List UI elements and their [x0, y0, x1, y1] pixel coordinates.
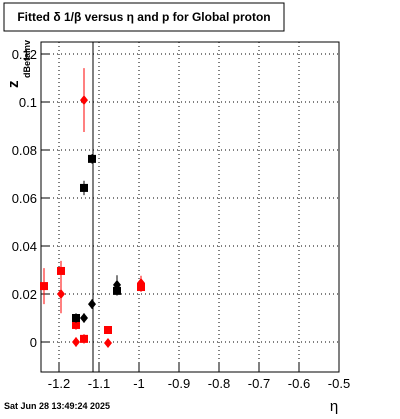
marker-square: [72, 314, 80, 322]
x-tick-label: -0.9: [168, 376, 190, 391]
marker-square: [57, 266, 65, 275]
marker-square: [80, 183, 88, 192]
marker-square: [88, 154, 96, 163]
marker-square: [104, 326, 112, 334]
chart-title: Fitted δ 1/β versus η and p for Global p…: [17, 10, 270, 24]
x-axis-label: η: [330, 398, 338, 414]
y-label-sub: dBetaInv: [22, 40, 32, 78]
y-tick-label: 0.08: [12, 143, 37, 158]
x-tick-label: -1.2: [48, 376, 70, 391]
y-tick-label: 0: [30, 335, 37, 350]
y-tick-label: 0.02: [12, 287, 37, 302]
x-tick-label: -0.5: [328, 376, 350, 391]
y-tick-label: 0.04: [12, 239, 37, 254]
footer: Sat Jun 28 13:49:24 2025: [4, 401, 110, 411]
x-tick-label: -1.1: [88, 376, 110, 391]
marker-diamond: [104, 337, 112, 348]
y-tick-label: 0.12: [12, 47, 37, 62]
x-tick-label: -0.7: [248, 376, 270, 391]
marker-square: [40, 282, 48, 291]
title-box: [3, 2, 285, 32]
marker-diamond: [80, 95, 88, 106]
marker-square: [72, 320, 80, 329]
marker-diamond: [113, 279, 121, 290]
marker-diamond: [57, 289, 65, 299]
x-tick-label: -0.6: [288, 376, 310, 391]
marker-diamond: [72, 337, 80, 347]
x-tick-label: -1: [133, 376, 145, 391]
marker-square: [80, 334, 88, 343]
marker-diamond: [80, 313, 88, 323]
marker-diamond: [88, 299, 96, 310]
y-tick-label: 0.1: [19, 95, 37, 110]
marker-diamond: [137, 277, 145, 288]
x-tick-label: -0.8: [208, 376, 230, 391]
plot-frame: [40, 41, 340, 373]
y-axis-label: z dBetaInv: [5, 40, 32, 88]
y-tick-label: 0.06: [12, 191, 37, 206]
y-label-main: z: [5, 81, 22, 89]
